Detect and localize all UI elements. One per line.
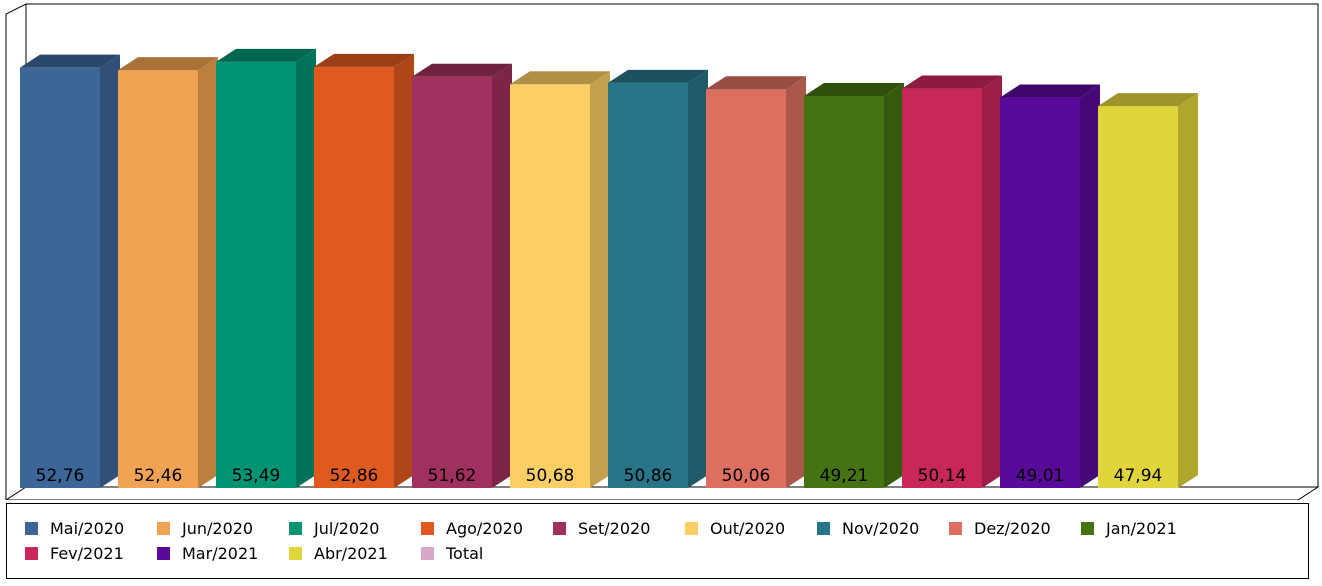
legend-swatch <box>289 521 302 535</box>
legend-label: Dez/2020 <box>974 518 1051 538</box>
bar-front <box>608 82 688 488</box>
legend-swatch <box>25 546 38 560</box>
bar-side <box>198 57 218 489</box>
bar-value-label: 52,86 <box>330 466 379 486</box>
legend-swatch <box>817 521 830 535</box>
bar-front <box>20 67 100 489</box>
bar-value-label: 49,01 <box>1016 466 1065 486</box>
bar-side <box>492 63 512 488</box>
legend-item: Ago/2020 <box>421 519 553 538</box>
legend-swatch <box>25 521 38 535</box>
bar-top <box>314 53 414 67</box>
bar-side <box>786 76 806 489</box>
bar-side <box>1080 84 1100 489</box>
bar-value-label: 51,62 <box>428 466 477 486</box>
bar-top <box>216 48 316 62</box>
legend-label: Nov/2020 <box>842 518 920 538</box>
bar-value-label: 52,46 <box>134 466 183 486</box>
bar-top <box>1000 84 1100 98</box>
bar-chart: 52,76 52,46 53,49 52,86 51,62 50,68 50,86 50,06… <box>4 3 1320 501</box>
legend-item: Total <box>421 544 553 563</box>
bar-front <box>216 61 296 488</box>
bar-top <box>902 75 1002 89</box>
bar-side <box>1178 93 1198 488</box>
legend-label: Out/2020 <box>710 518 786 538</box>
bar-front <box>118 70 198 488</box>
legend-label: Jun/2020 <box>182 518 254 538</box>
bar-value-label: 52,76 <box>36 466 85 486</box>
chart-area: 52,76 52,46 53,49 52,86 51,62 50,68 50,86 50,06… <box>4 3 1320 501</box>
bar-top <box>706 76 806 90</box>
bar-value-label: 50,86 <box>624 466 673 486</box>
bar-top <box>510 71 610 85</box>
bar-value-label: 50,06 <box>722 466 771 486</box>
legend-item: Jun/2020 <box>157 519 289 538</box>
bar-side <box>590 71 610 489</box>
legend-row: Mai/2020 Jun/2020 Jul/2020 Ago/2020 Set/2020… <box>25 517 1213 539</box>
bar-top <box>1098 93 1198 107</box>
legend-label: Ago/2020 <box>446 518 523 538</box>
legend-swatch <box>289 546 302 560</box>
bar-front <box>314 66 394 488</box>
bar-front <box>706 89 786 489</box>
legend-swatch <box>1081 521 1094 535</box>
bar-front <box>1000 97 1080 489</box>
bar-top <box>608 69 708 83</box>
legend-label: Mai/2020 <box>50 518 125 538</box>
legend-label: Jul/2020 <box>314 518 380 538</box>
legend-swatch <box>949 521 962 535</box>
bar-side <box>296 48 316 488</box>
chart-floor <box>4 486 1320 501</box>
bar-side <box>884 82 904 489</box>
legend-label: Mar/2021 <box>182 543 259 563</box>
chart-back-wall <box>26 3 1319 487</box>
bar-value-label: 50,68 <box>526 466 575 486</box>
bar-front <box>510 84 590 489</box>
legend-item: Out/2020 <box>685 519 817 538</box>
legend-swatch <box>421 521 434 535</box>
legend-item: Mar/2021 <box>157 544 289 563</box>
legend-swatch <box>685 521 698 535</box>
bar-front <box>902 88 982 488</box>
legend-swatch <box>157 521 170 535</box>
legend-swatch <box>553 521 566 535</box>
bar-top <box>118 57 218 71</box>
bar-top <box>20 54 120 68</box>
bar-top <box>412 63 512 77</box>
legend: Mai/2020 Jun/2020 Jul/2020 Ago/2020 Set/2020… <box>6 503 1309 579</box>
bar-value-label: 49,21 <box>820 466 869 486</box>
legend-item: Jul/2020 <box>289 519 421 538</box>
bar-front <box>412 76 492 488</box>
legend-label: Set/2020 <box>578 518 651 538</box>
legend-swatch <box>421 546 434 560</box>
bar-value-label: 47,94 <box>1114 466 1163 486</box>
legend-label: Fev/2021 <box>50 543 124 563</box>
legend-item: Fev/2021 <box>25 544 157 563</box>
bar-front <box>804 95 884 489</box>
legend-label: Abr/2021 <box>314 543 388 563</box>
bar-side <box>688 69 708 488</box>
legend-item: Abr/2021 <box>289 544 421 563</box>
legend-item: Set/2020 <box>553 519 685 538</box>
legend-item: Nov/2020 <box>817 519 949 538</box>
legend-item: Mai/2020 <box>25 519 157 538</box>
bar-side <box>982 75 1002 488</box>
bar-value-label: 53,49 <box>232 466 281 486</box>
bar-value-label: 50,14 <box>918 466 967 486</box>
legend-item: Dez/2020 <box>949 519 1081 538</box>
legend-label: Jan/2021 <box>1106 518 1177 538</box>
legend-item: Jan/2021 <box>1081 519 1213 538</box>
legend-swatch <box>157 546 170 560</box>
bar-front <box>1098 106 1178 488</box>
legend-label: Total <box>446 543 484 563</box>
legend-row: Fev/2021 Mar/2021 Abr/2021 Total <box>25 542 553 564</box>
bar-side <box>100 54 120 489</box>
bar-side <box>394 53 414 489</box>
bar-top <box>804 82 904 96</box>
